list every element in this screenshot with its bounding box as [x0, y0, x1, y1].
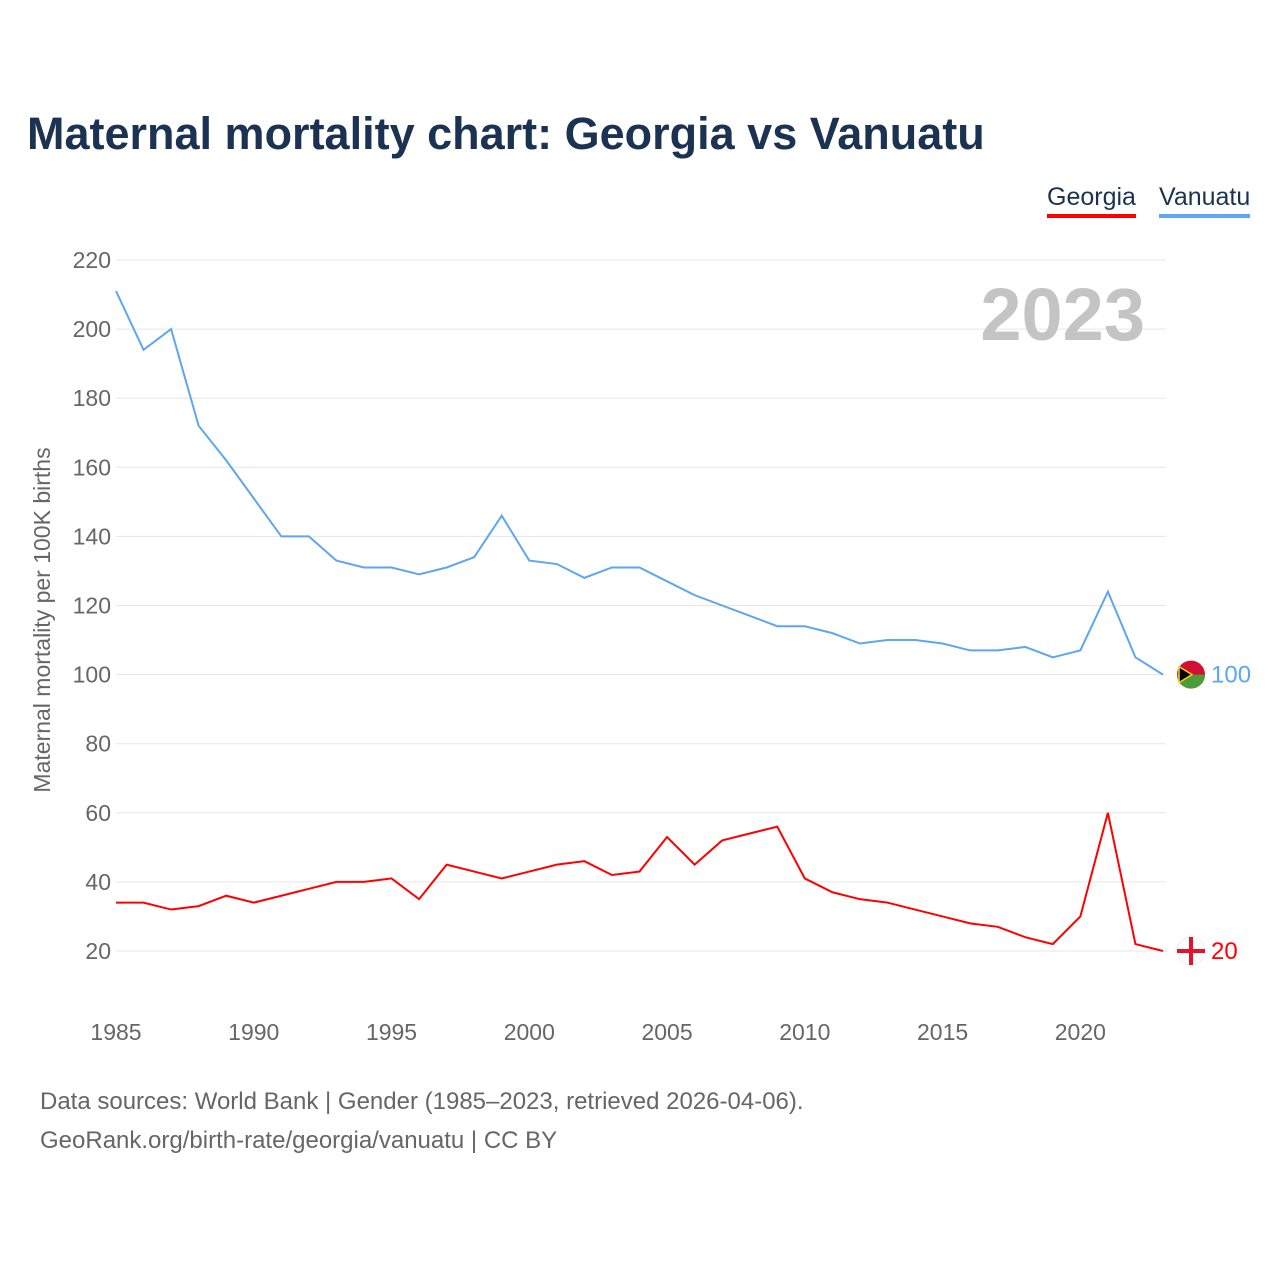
year-label: 2023 [980, 273, 1145, 356]
legend-georgia[interactable]: Georgia [1047, 183, 1136, 218]
y-tick-label: 80 [85, 731, 111, 757]
y-tick-label: 200 [73, 316, 111, 342]
x-tick-label: 2020 [1055, 1019, 1106, 1045]
x-tick-label: 1990 [228, 1019, 279, 1045]
y-tick-label: 60 [85, 800, 111, 826]
legend-vanuatu[interactable]: Vanuatu [1159, 183, 1251, 218]
y-tick-label: 120 [73, 593, 111, 619]
footer-sources: Data sources: World Bank | Gender (1985–… [40, 1088, 804, 1115]
y-tick-label: 20 [85, 938, 111, 964]
flag-cross-v [1189, 937, 1193, 965]
footer-credit: GeoRank.org/birth-rate/georgia/vanuatu |… [40, 1127, 558, 1154]
x-tick-label: 1995 [366, 1019, 417, 1045]
series-line-georgia [116, 812, 1164, 952]
y-tick-label: 40 [85, 869, 111, 895]
series-line-vanuatu [115, 290, 1164, 676]
y-tick-label: 140 [73, 523, 111, 549]
end-label-vanuatu: 100 [1211, 662, 1251, 689]
y-tick-label: 220 [73, 247, 111, 273]
y-tick-label: 100 [73, 662, 111, 688]
x-tick-label: 1985 [90, 1019, 141, 1045]
x-tick-label: 2015 [917, 1019, 968, 1045]
y-tick-label: 180 [73, 385, 111, 411]
x-tick-label: 2005 [641, 1019, 692, 1045]
y-axis-label: Maternal mortality per 100K births [29, 447, 55, 792]
y-tick-label: 160 [73, 454, 111, 480]
x-tick-label: 2000 [504, 1019, 555, 1045]
chart-title: Maternal mortality chart: Georgia vs Van… [27, 108, 985, 159]
end-label-georgia: 20 [1211, 938, 1238, 965]
flag-triangle [1178, 665, 1194, 684]
x-tick-label: 2010 [779, 1019, 830, 1045]
